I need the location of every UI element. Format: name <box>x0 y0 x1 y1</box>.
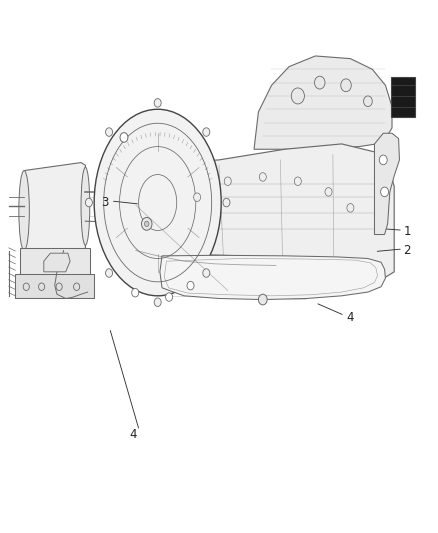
Circle shape <box>314 76 325 89</box>
Circle shape <box>145 221 149 227</box>
Polygon shape <box>15 274 94 298</box>
Circle shape <box>203 128 210 136</box>
Circle shape <box>106 269 113 277</box>
Text: 4: 4 <box>130 428 138 441</box>
Circle shape <box>141 217 152 230</box>
Circle shape <box>187 281 194 290</box>
Polygon shape <box>374 133 399 235</box>
Circle shape <box>259 173 266 181</box>
Text: 3: 3 <box>102 196 109 209</box>
Circle shape <box>291 88 304 104</box>
Circle shape <box>132 288 139 297</box>
Circle shape <box>364 96 372 107</box>
Circle shape <box>74 283 80 290</box>
Circle shape <box>224 177 231 185</box>
Polygon shape <box>24 163 85 253</box>
Ellipse shape <box>19 171 29 251</box>
Circle shape <box>325 188 332 196</box>
Polygon shape <box>160 255 385 300</box>
Ellipse shape <box>81 167 90 245</box>
Polygon shape <box>254 56 392 149</box>
Circle shape <box>154 298 161 306</box>
Circle shape <box>106 128 113 136</box>
Circle shape <box>154 99 161 107</box>
Circle shape <box>85 198 92 207</box>
Circle shape <box>381 187 389 197</box>
Circle shape <box>223 198 230 207</box>
Circle shape <box>347 204 354 212</box>
Circle shape <box>203 269 210 277</box>
Text: 4: 4 <box>346 311 354 324</box>
Circle shape <box>56 283 62 290</box>
Circle shape <box>194 193 201 201</box>
Polygon shape <box>44 253 70 272</box>
FancyBboxPatch shape <box>391 77 415 117</box>
Circle shape <box>341 79 351 92</box>
Polygon shape <box>134 144 394 277</box>
Circle shape <box>166 293 173 301</box>
Circle shape <box>258 294 267 305</box>
Polygon shape <box>20 248 90 277</box>
Text: 2: 2 <box>403 244 411 257</box>
Circle shape <box>294 177 301 185</box>
Circle shape <box>379 155 387 165</box>
Circle shape <box>23 283 29 290</box>
Ellipse shape <box>94 109 221 296</box>
Circle shape <box>39 283 45 290</box>
Text: 1: 1 <box>403 225 411 238</box>
Circle shape <box>120 133 128 142</box>
